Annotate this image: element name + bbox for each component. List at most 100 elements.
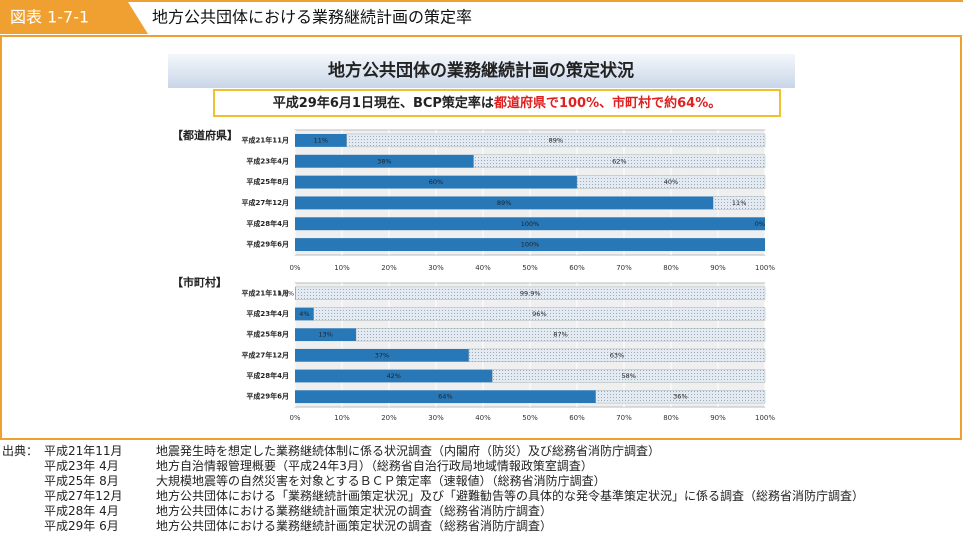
source-text: 地震発生時を想定した業務継続体制に係る状況調査（内閣府（防災）及び総務省消防庁調… — [156, 444, 661, 458]
bar — [295, 369, 493, 383]
value-label: 40% — [664, 178, 678, 186]
x-tick-label: 90% — [710, 414, 726, 422]
y-tick-label: 平成21年11月 — [242, 135, 289, 144]
bar — [295, 238, 765, 252]
x-tick-label: 90% — [710, 264, 726, 272]
value-label: 100% — [521, 220, 540, 228]
y-tick-label: 平成23年4月 — [246, 309, 289, 318]
value-label: 87% — [553, 331, 567, 339]
bar — [576, 175, 766, 189]
y-tick-label: 平成28年4月 — [246, 371, 289, 380]
figure-title: 地方公共団体の業務継続計画の策定状況 — [328, 60, 634, 81]
source-date: 平成23年 4月 — [44, 459, 119, 473]
value-label: 0.1% — [277, 289, 294, 297]
value-label: 37% — [375, 351, 389, 359]
x-tick-label: 50% — [522, 264, 538, 272]
bar — [595, 390, 766, 404]
value-label: 58% — [621, 372, 635, 380]
source-date: 平成27年12月 — [44, 489, 123, 503]
x-tick-label: 60% — [569, 264, 585, 272]
source-text: 大規模地震等の自然災害を対象とするＢＣＰ策定率（速報値）（総務省消防庁調査） — [156, 474, 606, 488]
bar — [313, 307, 766, 321]
x-tick-label: 70% — [616, 414, 632, 422]
y-tick-label: 平成25年8月 — [246, 177, 289, 186]
header-rule — [0, 0, 963, 2]
header-tab — [0, 2, 148, 34]
figure: 図表 1-7-1 地方公共団体における業務継続計画の策定率 地方公共団体の業務継… — [0, 0, 963, 440]
value-label: 62% — [612, 157, 626, 165]
source-text: 地方公共団体における「業務継続計画策定状況」及び「避難勧告等の具体的な発令基準策… — [156, 489, 865, 503]
x-tick-label: 100% — [755, 414, 775, 422]
x-tick-label: 60% — [569, 414, 585, 422]
value-label: 89% — [497, 199, 511, 207]
x-tick-label: 30% — [428, 414, 444, 422]
y-tick-label: 平成29年6月 — [246, 392, 289, 401]
y-tick-label: 平成25年8月 — [246, 330, 289, 339]
spacer — [2, 504, 44, 519]
bar — [295, 217, 765, 231]
x-tick-label: 20% — [381, 414, 397, 422]
source-date: 平成29年 6月 — [44, 519, 119, 533]
x-tick-label: 80% — [663, 264, 679, 272]
x-tick-label: 40% — [475, 264, 491, 272]
y-tick-label: 平成27年12月 — [242, 198, 289, 207]
spacer — [2, 519, 44, 534]
bar — [295, 348, 469, 362]
value-label: 4% — [299, 310, 309, 318]
bar — [295, 154, 474, 168]
bar — [346, 133, 766, 148]
value-label: 38% — [377, 157, 391, 165]
y-tick-label: 平成27年12月 — [242, 350, 289, 359]
source-date: 平成28年 4月 — [44, 504, 119, 518]
x-tick-label: 10% — [334, 264, 350, 272]
source-text: 地方自治情報管理概要（平成24年3月）（総務省自治行政局地域情報政策室調査） — [156, 459, 593, 473]
x-tick-label: 10% — [334, 414, 350, 422]
title-band — [168, 54, 795, 88]
x-tick-label: 30% — [428, 264, 444, 272]
source-text: 地方公共団体における業務継続計画策定状況の調査（総務省消防庁調査） — [156, 504, 553, 518]
bar — [295, 328, 357, 342]
bar — [355, 328, 766, 342]
bar — [492, 369, 766, 383]
bar — [295, 133, 347, 147]
spacer — [2, 489, 44, 504]
x-tick-label: 20% — [381, 264, 397, 272]
x-tick-label: 100% — [755, 264, 775, 272]
value-label: 89% — [549, 136, 563, 144]
y-tick-label: 平成21年11月 — [242, 288, 289, 297]
header-title: 地方公共団体における業務継続計画の策定率 — [152, 8, 472, 27]
spacer — [2, 474, 44, 489]
value-label: 11% — [314, 136, 328, 144]
source-label: 出典： — [2, 444, 39, 458]
value-label: 13% — [318, 331, 332, 339]
value-label: 42% — [386, 372, 400, 380]
y-tick-label: 平成29年6月 — [246, 240, 289, 249]
value-label: 36% — [673, 393, 687, 401]
chart-title: 【都道府県】 — [172, 128, 238, 142]
spacer — [2, 459, 44, 474]
subtitle-box — [213, 89, 781, 117]
y-tick-label: 平成28年4月 — [246, 219, 289, 228]
value-label: 99.9% — [520, 289, 541, 297]
x-tick-label: 0% — [289, 414, 300, 422]
value-label: 11% — [732, 199, 746, 207]
source-date: 平成21年11月 — [44, 444, 123, 458]
value-label: 60% — [429, 178, 443, 186]
bar — [295, 196, 714, 210]
subtitle-highlight: 都道府県で100%、市町村で約64%。 — [493, 95, 721, 111]
bar — [295, 307, 314, 321]
x-tick-label: 70% — [616, 264, 632, 272]
x-tick-label: 80% — [663, 414, 679, 422]
bar — [295, 390, 596, 404]
chart-title: 【市町村】 — [172, 275, 227, 289]
bar — [295, 286, 766, 300]
value-label: 96% — [532, 310, 546, 318]
x-tick-label: 0% — [289, 264, 300, 272]
source-text: 地方公共団体における業務継続計画策定状況の調査（総務省消防庁調査） — [156, 519, 553, 533]
figure-subtitle: 平成29年6月1日現在、BCP策定率は都道府県で100%、市町村で約64%。 — [273, 95, 721, 111]
value-label: 0% — [755, 220, 765, 228]
bar — [473, 154, 766, 168]
subtitle-text: 平成29年6月1日現在、BCP策定率は — [273, 95, 494, 111]
bar — [295, 175, 577, 189]
